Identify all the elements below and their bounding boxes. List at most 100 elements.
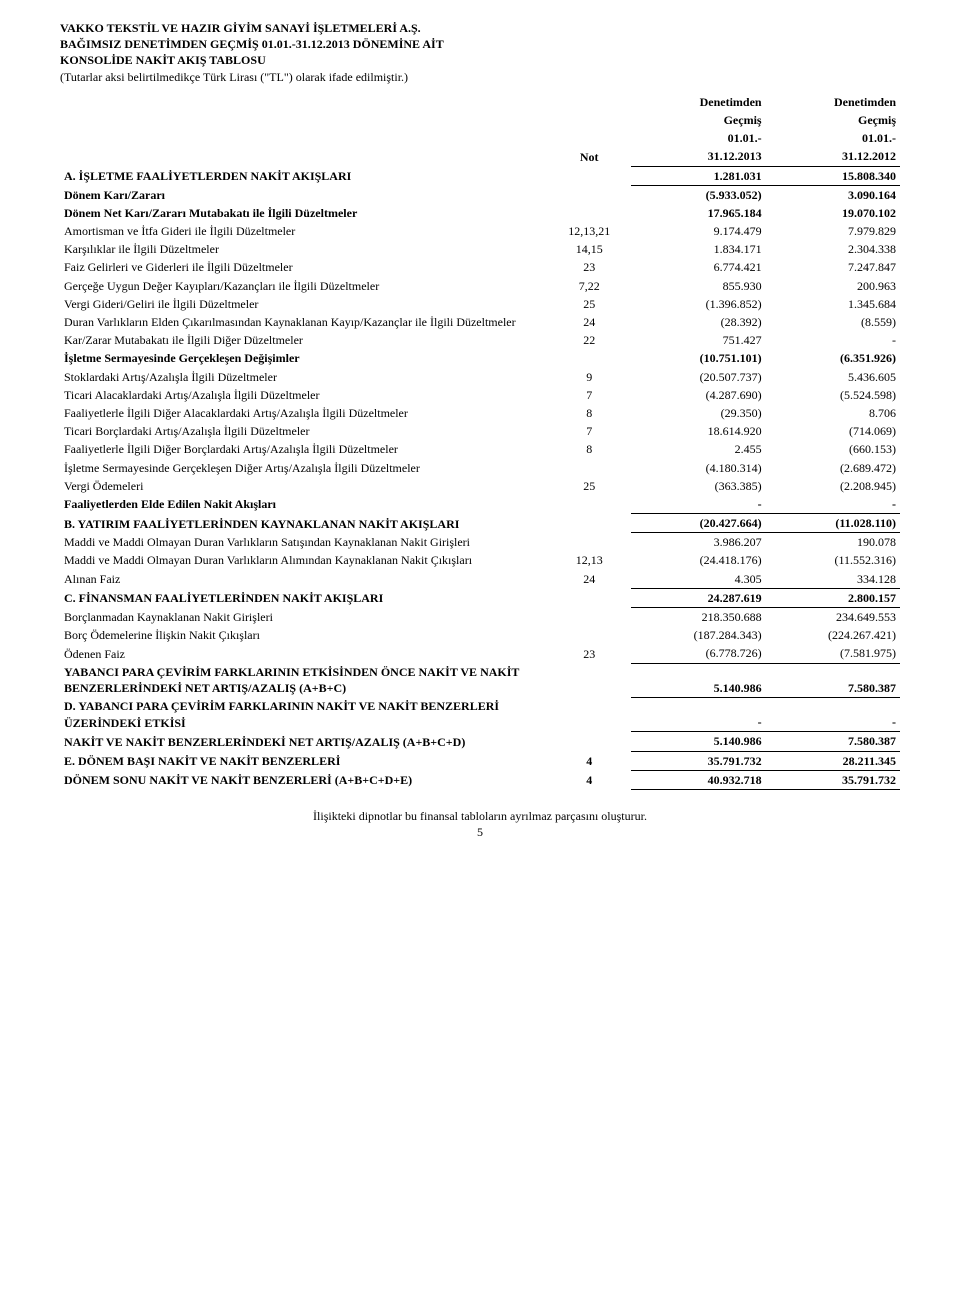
table-row: D. YABANCI PARA ÇEVİRİM FARKLARININ NAKİ… (60, 697, 900, 731)
table-row: Borç Ödemelerine İlişkin Nakit Çıkışları… (60, 626, 900, 644)
row-value-prior: 234.649.553 (766, 608, 900, 627)
table-row: Karşılıklar ile İlgili Düzeltmeler14,151… (60, 240, 900, 258)
row-note (547, 663, 631, 697)
row-note (547, 732, 631, 751)
table-row: Duran Varlıkların Elden Çıkarılmasından … (60, 313, 900, 331)
row-value-prior: (7.581.975) (766, 644, 900, 663)
row-value-prior: 19.070.102 (766, 204, 900, 222)
row-note: 7,22 (547, 277, 631, 295)
table-header-row-4: 31.12.2013 31.12.2012 (60, 147, 900, 166)
row-value-current: 1.834.171 (631, 240, 765, 258)
table-row: Maddi ve Maddi Olmayan Duran Varlıkların… (60, 551, 900, 569)
table-row: Dönem Net Karı/Zararı Mutabakatı ile İlg… (60, 204, 900, 222)
row-label: A. İŞLETME FAALİYETLERDEN NAKİT AKIŞLARI (60, 166, 547, 185)
row-value-prior: 15.808.340 (766, 166, 900, 185)
row-value-current: (4.180.314) (631, 459, 765, 477)
table-row: İşletme Sermayesinde Gerçekleşen Diğer A… (60, 459, 900, 477)
row-note (547, 608, 631, 627)
row-note: 25 (547, 477, 631, 495)
table-row: Faaliyetlerle İlgili Diğer Borçlardaki A… (60, 440, 900, 458)
row-note (547, 495, 631, 514)
header-line-4: (Tutarlar aksi belirtilmedikçe Türk Lira… (60, 69, 900, 85)
row-label: Vergi Gideri/Geliri ile İlgili Düzeltmel… (60, 295, 547, 313)
col-period1b: 31.12.2013 (631, 147, 765, 166)
row-value-prior: 35.791.732 (766, 770, 900, 789)
row-label: C. FİNANSMAN FAALİYETLERİNDEN NAKİT AKIŞ… (60, 588, 547, 607)
row-note: 12,13 (547, 551, 631, 569)
row-value-current: (363.385) (631, 477, 765, 495)
row-value-current: 6.774.421 (631, 258, 765, 276)
row-label: Gerçeğe Uygun Değer Kayıpları/Kazançları… (60, 277, 547, 295)
row-value-prior: 7.580.387 (766, 732, 900, 751)
row-value-prior: 5.436.605 (766, 368, 900, 386)
table-row: Vergi Ödemeleri25(363.385)(2.208.945) (60, 477, 900, 495)
row-value-prior: (660.153) (766, 440, 900, 458)
row-note (547, 349, 631, 367)
row-note: 9 (547, 368, 631, 386)
col-audit-2: Denetimden (766, 93, 900, 111)
footer-note: İlişikteki dipnotlar bu finansal tablola… (60, 808, 900, 824)
row-label: İşletme Sermayesinde Gerçekleşen Diğer A… (60, 459, 547, 477)
col-gecmis-1: Geçmiş (631, 111, 765, 129)
table-row: Faaliyetlerle İlgili Diğer Alacaklardaki… (60, 404, 900, 422)
col-gecmis-2: Geçmiş (766, 111, 900, 129)
table-row: Amortisman ve İtfa Gideri ile İlgili Düz… (60, 222, 900, 240)
document-header: VAKKO TEKSTİL VE HAZIR GİYİM SANAYİ İŞLE… (60, 20, 900, 85)
table-row: NAKİT VE NAKİT BENZERLERİNDEKİ NET ARTIŞ… (60, 732, 900, 751)
table-row: DÖNEM SONU NAKİT VE NAKİT BENZERLERİ (A+… (60, 770, 900, 789)
col-period2a: 01.01.- (766, 129, 900, 147)
table-row: E. DÖNEM BAŞI NAKİT VE NAKİT BENZERLERİ4… (60, 751, 900, 770)
table-row: Gerçeğe Uygun Değer Kayıpları/Kazançları… (60, 277, 900, 295)
row-note (547, 533, 631, 552)
row-value-prior: (11.552.316) (766, 551, 900, 569)
row-note: 22 (547, 331, 631, 349)
row-value-current: 218.350.688 (631, 608, 765, 627)
row-label: Kar/Zarar Mutabakatı ile İlgili Diğer Dü… (60, 331, 547, 349)
row-note: 25 (547, 295, 631, 313)
row-note (547, 626, 631, 644)
table-row: Ticari Alacaklardaki Artış/Azalışla İlgi… (60, 386, 900, 404)
row-value-current: 40.932.718 (631, 770, 765, 789)
row-note: 8 (547, 404, 631, 422)
row-label: D. YABANCI PARA ÇEVİRİM FARKLARININ NAKİ… (60, 697, 547, 731)
table-row: C. FİNANSMAN FAALİYETLERİNDEN NAKİT AKIŞ… (60, 588, 900, 607)
row-note (547, 166, 631, 185)
row-label: Faaliyetlerden Elde Edilen Nakit Akışlar… (60, 495, 547, 514)
row-value-prior: - (766, 331, 900, 349)
header-line-3: KONSOLİDE NAKİT AKIŞ TABLOSU (60, 52, 900, 68)
row-note: 4 (547, 751, 631, 770)
row-value-prior: 8.706 (766, 404, 900, 422)
row-note: 24 (547, 313, 631, 331)
row-note (547, 204, 631, 222)
row-value-prior: (11.028.110) (766, 514, 900, 533)
table-header-row-2: Geçmiş Geçmiş (60, 111, 900, 129)
col-period2b: 31.12.2012 (766, 147, 900, 166)
row-value-current: 4.305 (631, 570, 765, 589)
row-value-current: 9.174.479 (631, 222, 765, 240)
row-note: 24 (547, 570, 631, 589)
table-row: Maddi ve Maddi Olmayan Duran Varlıkların… (60, 533, 900, 552)
table-header-row-3: Not 01.01.- 01.01.- (60, 129, 900, 147)
row-value-prior: (714.069) (766, 422, 900, 440)
row-label: Dönem Net Karı/Zararı Mutabakatı ile İlg… (60, 204, 547, 222)
row-value-prior: (224.267.421) (766, 626, 900, 644)
row-value-current: (6.778.726) (631, 644, 765, 663)
row-label: Karşılıklar ile İlgili Düzeltmeler (60, 240, 547, 258)
row-value-prior: 7.247.847 (766, 258, 900, 276)
row-label: Faiz Gelirleri ve Giderleri ile İlgili D… (60, 258, 547, 276)
row-note (547, 459, 631, 477)
row-value-current: (29.350) (631, 404, 765, 422)
row-note (547, 588, 631, 607)
row-label: Alınan Faiz (60, 570, 547, 589)
row-note (547, 514, 631, 533)
row-value-prior: 190.078 (766, 533, 900, 552)
row-value-prior: 3.090.164 (766, 185, 900, 204)
row-label: İşletme Sermayesinde Gerçekleşen Değişim… (60, 349, 547, 367)
table-row: Ödenen Faiz23(6.778.726)(7.581.975) (60, 644, 900, 663)
row-value-prior: 2.304.338 (766, 240, 900, 258)
row-note: 4 (547, 770, 631, 789)
row-label: Ticari Alacaklardaki Artış/Azalışla İlgi… (60, 386, 547, 404)
row-label: NAKİT VE NAKİT BENZERLERİNDEKİ NET ARTIŞ… (60, 732, 547, 751)
row-label: Maddi ve Maddi Olmayan Duran Varlıkların… (60, 551, 547, 569)
table-row: Dönem Karı/Zararı(5.933.052)3.090.164 (60, 185, 900, 204)
